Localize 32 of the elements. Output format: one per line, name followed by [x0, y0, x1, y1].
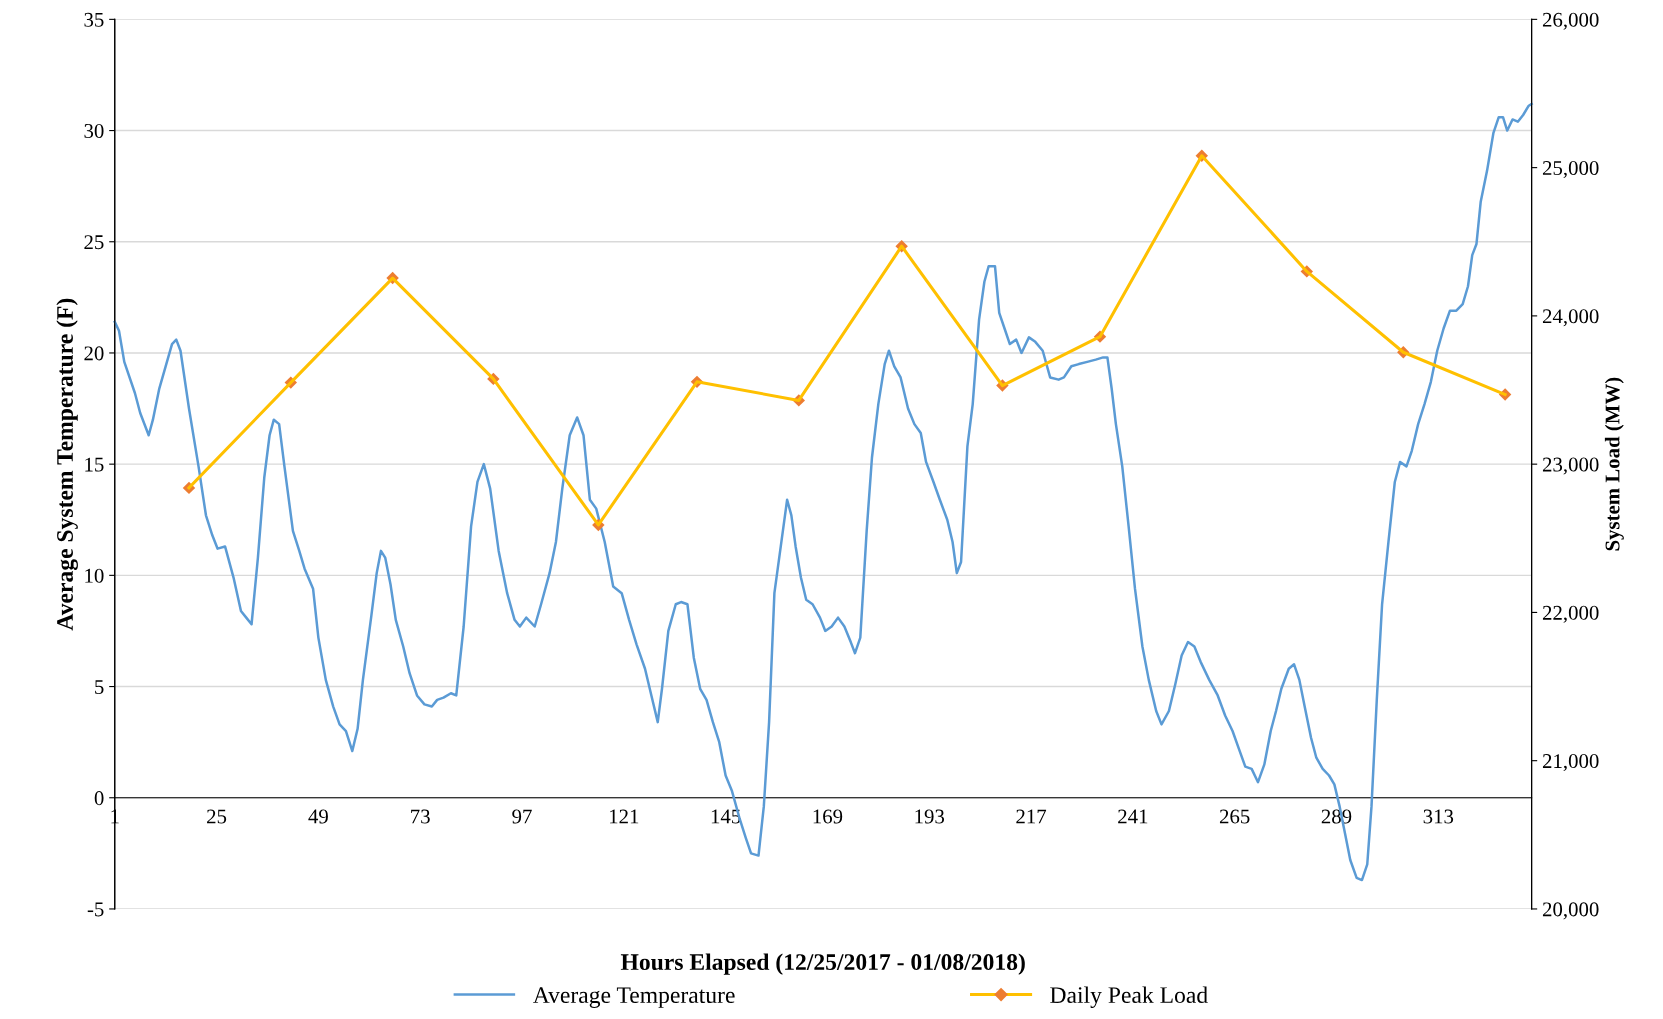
- legend-label: Average Temperature: [533, 987, 735, 1008]
- x-tick-label: 73: [411, 809, 430, 824]
- y-tick-label: 15: [85, 457, 104, 472]
- x-tick-label: 313: [1423, 809, 1454, 824]
- x-axis-title: Hours Elapsed (12/25/2017 - 01/08/2018): [620, 953, 1025, 975]
- y-axis-title: Average System Temperature (F): [56, 298, 78, 631]
- x-tick-label: 25: [207, 809, 227, 824]
- y2-tick-label: 24,000: [1542, 309, 1599, 327]
- y-tick-label: 0: [94, 791, 104, 806]
- y-tick-label: 5: [95, 680, 104, 694]
- x-tick-label: 121: [610, 809, 639, 824]
- y-tick-label: 20: [84, 346, 104, 361]
- x-tick-label: 265: [1219, 809, 1250, 824]
- y2-tick-label: 22,000: [1542, 605, 1599, 623]
- y2-tick-label: 26,000: [1542, 12, 1599, 30]
- y-tick-label: 35: [84, 12, 104, 27]
- y-tick-label: -5: [87, 902, 104, 917]
- x-tick-label: 241: [1118, 809, 1148, 824]
- y-tick-label: 10: [85, 568, 104, 583]
- x-tick-label: 217: [1016, 809, 1047, 824]
- legend-label: Daily Peak Load: [1050, 986, 1208, 1008]
- x-tick-label: 169: [813, 809, 843, 824]
- x-tick-label: 49: [308, 809, 328, 824]
- x-tick-label: 97: [512, 809, 532, 824]
- y-tick-label: 25: [84, 235, 104, 250]
- y2-axis-title: System Load (MW): [1604, 377, 1624, 551]
- y2-tick-label: 21,000: [1542, 754, 1599, 772]
- y2-tick-label: 20,000: [1542, 902, 1599, 920]
- y2-tick-label: 23,000: [1542, 457, 1599, 475]
- y-tick-label: 30: [84, 123, 104, 138]
- x-tick-label: 193: [915, 809, 945, 824]
- y2-tick-label: 25,000: [1542, 161, 1599, 179]
